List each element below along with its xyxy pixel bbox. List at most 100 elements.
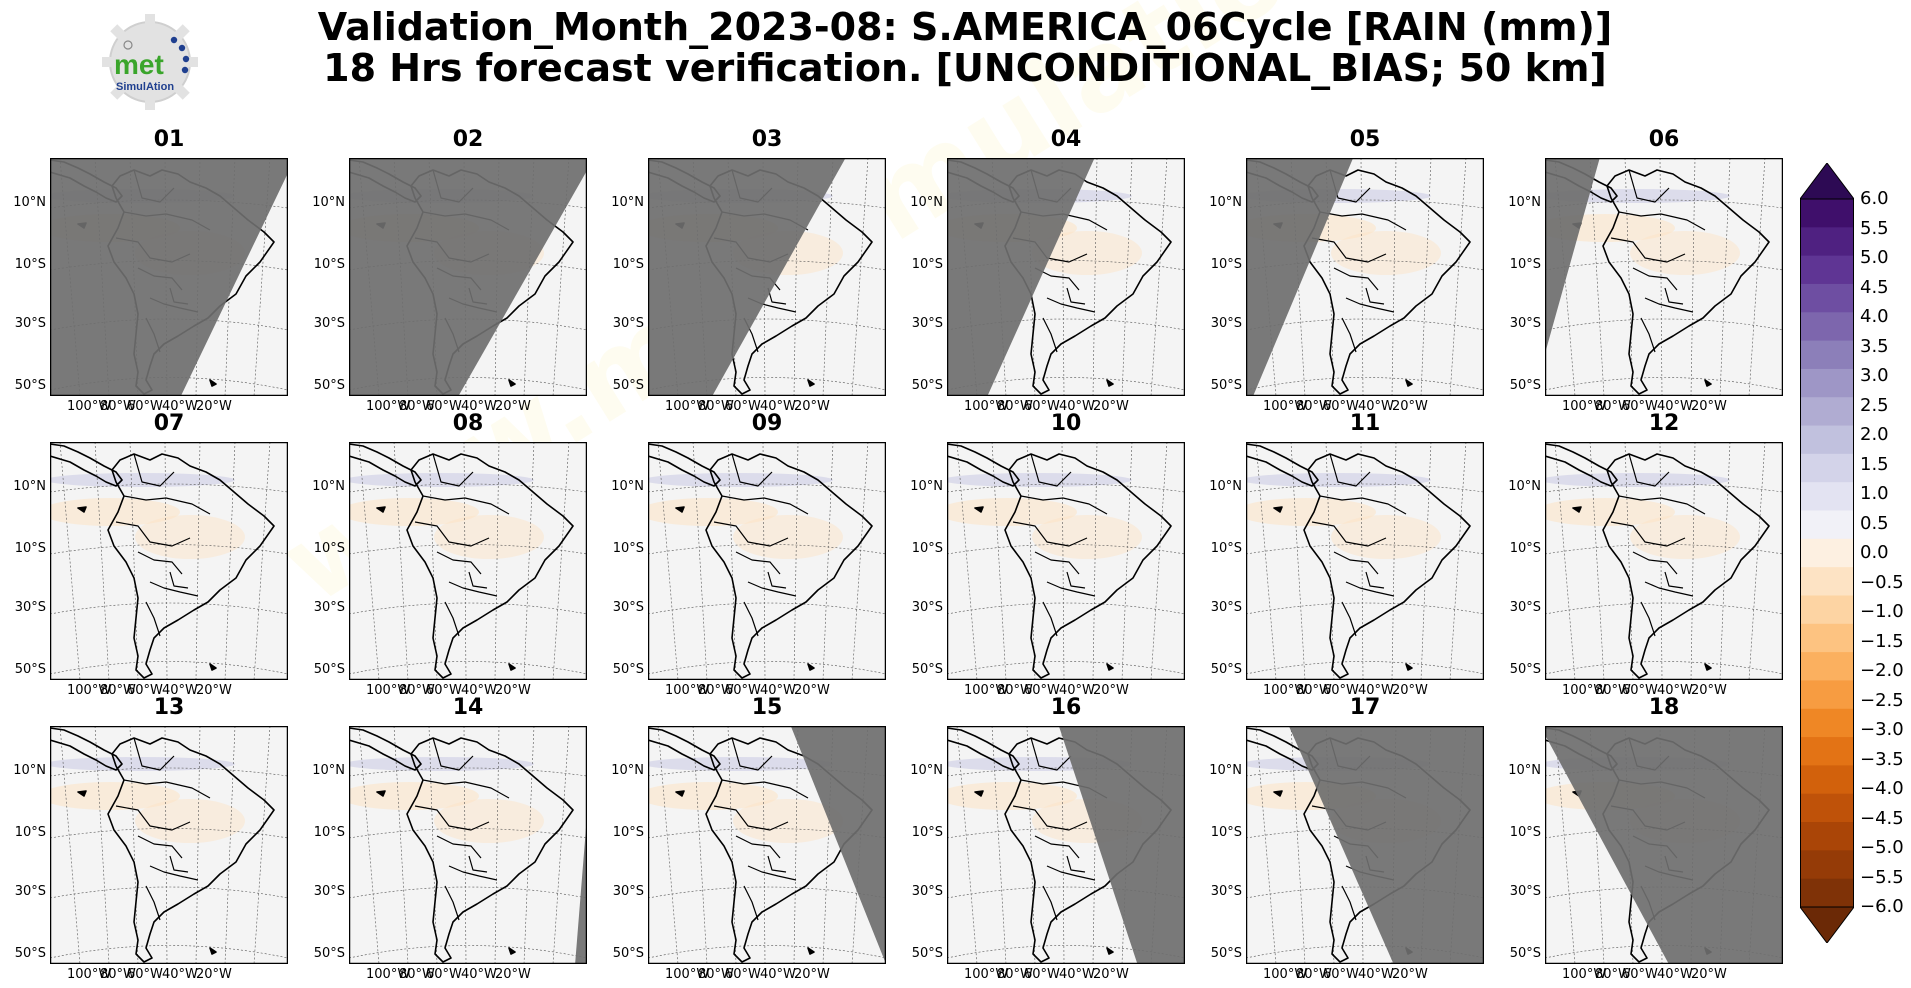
panel-title: 11 — [1349, 411, 1381, 436]
lon-label: 60°W — [127, 399, 163, 414]
map-image — [50, 726, 288, 964]
panel-title: 03 — [751, 127, 783, 152]
lat-label: 10°S — [1210, 825, 1242, 840]
colorbar-swatch — [1800, 227, 1854, 257]
lon-label: 40°W — [1657, 683, 1693, 698]
lon-label: 60°W — [1024, 967, 1060, 982]
lon-label: 80°W — [997, 967, 1033, 982]
lat-label: 10°N — [312, 479, 345, 494]
map-image — [50, 158, 288, 396]
lon-label: 100°W — [964, 683, 1009, 698]
map-panel-09: 09 10°N 10°S 30°S 50°S 100°W 80°W 60°W 40°W 20°W — [611, 411, 886, 698]
colorbar-swatch — [1800, 878, 1854, 908]
lon-label: 100°W — [964, 399, 1009, 414]
lon-label: 40°W — [1657, 399, 1693, 414]
lon-label: 80°W — [100, 683, 136, 698]
lat-label: 50°S — [1509, 946, 1541, 961]
lon-label: 40°W — [1059, 683, 1095, 698]
map-panel-16: 16 10°N 10°S 30°S 50°S 100°W 80°W 60°W 40°W 20°W — [910, 695, 1185, 982]
panel-title: 16 — [1050, 695, 1082, 720]
lon-label: 20°W — [1691, 967, 1727, 982]
lon-label: 80°W — [1595, 967, 1631, 982]
lat-label: 10°S — [911, 257, 943, 272]
colorbar-swatch — [1800, 283, 1854, 313]
lat-label: 10°S — [313, 541, 345, 556]
colorbar-swatch — [1800, 510, 1854, 540]
lat-label: 50°S — [612, 378, 644, 393]
colorbar-tick-label: 0.5 — [1860, 512, 1889, 534]
colorbar-tick-label: 5.0 — [1860, 247, 1889, 268]
colorbar-tick-label: 1.5 — [1860, 453, 1889, 475]
lat-label: 50°S — [911, 946, 943, 961]
lat-label: 30°S — [313, 316, 345, 331]
lon-label: 60°W — [1024, 683, 1060, 698]
lat-label: 10°S — [313, 825, 345, 840]
map-panel-07: 07 10°N 10°S 30°S 50°S 100°W 80°W 60°W 40°W 20°W — [13, 411, 288, 698]
lat-label: 50°S — [313, 946, 345, 961]
lon-label: 20°W — [794, 683, 830, 698]
map-image — [1545, 158, 1783, 396]
map-panel-08: 08 10°N 10°S 30°S 50°S 100°W 80°W 60°W 40°W 20°W — [312, 411, 587, 698]
lat-label: 10°S — [1509, 257, 1541, 272]
lat-label: 10°S — [1509, 825, 1541, 840]
map-panel-18: 18 10°N 10°S 30°S 50°S 100°W 80°W 60°W 40°W 20°W — [1508, 695, 1783, 982]
colorbar-swatch — [1800, 567, 1854, 597]
lat-label: 10°S — [612, 541, 644, 556]
lon-label: 20°W — [1691, 683, 1727, 698]
lon-label: 80°W — [100, 967, 136, 982]
lat-label: 30°S — [313, 600, 345, 615]
lat-label: 10°N — [13, 763, 46, 778]
colorbar-tick-label: 6.0 — [1860, 188, 1889, 209]
panel-title: 07 — [153, 411, 185, 436]
panel-title: 05 — [1349, 127, 1381, 152]
lat-label: 10°N — [1508, 195, 1541, 210]
lon-label: 60°W — [725, 683, 761, 698]
lat-label: 50°S — [313, 378, 345, 393]
lon-label: 60°W — [127, 967, 163, 982]
colorbar-swatch — [1800, 850, 1854, 880]
chart-title-line-1: Validation_Month_2023-08: S.AMERICA_06Cy… — [317, 5, 1613, 49]
colorbar-tick-label: 5.5 — [1860, 217, 1889, 239]
lat-label: 30°S — [14, 884, 46, 899]
colorbar-swatch — [1800, 199, 1854, 228]
map-image — [1246, 158, 1484, 396]
lon-label: 60°W — [127, 683, 163, 698]
lat-label: 30°S — [1210, 600, 1242, 615]
lon-label: 80°W — [1296, 967, 1332, 982]
map-image — [1545, 442, 1783, 680]
lat-label: 50°S — [1509, 378, 1541, 393]
colorbar-swatch — [1800, 623, 1854, 653]
lon-label: 60°W — [725, 399, 761, 414]
lon-label: 80°W — [698, 683, 734, 698]
lat-label: 10°N — [1209, 479, 1242, 494]
lat-label: 10°N — [910, 763, 943, 778]
lon-label: 60°W — [1622, 683, 1658, 698]
met-simulation-logo: met SimulAtion — [102, 14, 198, 110]
colorbar-tick-label: −6.0 — [1860, 896, 1904, 917]
lon-label: 20°W — [1093, 399, 1129, 414]
panel-title: 12 — [1648, 411, 1680, 436]
map-image — [648, 726, 886, 964]
lat-label: 30°S — [14, 600, 46, 615]
colorbar-swatch — [1800, 453, 1854, 483]
lon-label: 60°W — [426, 399, 462, 414]
lon-label: 20°W — [1093, 967, 1129, 982]
lat-label: 50°S — [1210, 662, 1242, 677]
lon-label: 80°W — [399, 399, 435, 414]
colorbar-tick-label: 2.0 — [1860, 424, 1889, 445]
lat-label: 50°S — [313, 662, 345, 677]
map-image — [648, 158, 886, 396]
lat-label: 10°S — [14, 257, 46, 272]
map-panel-17: 17 10°N 10°S 30°S 50°S 100°W 80°W 60°W 40°W 20°W — [1209, 695, 1484, 982]
colorbar-swatch — [1800, 255, 1854, 285]
lon-label: 100°W — [366, 399, 411, 414]
colorbar-tick-label: 4.5 — [1860, 276, 1889, 298]
lon-label: 60°W — [1622, 967, 1658, 982]
lon-label: 20°W — [495, 967, 531, 982]
lon-label: 60°W — [1323, 399, 1359, 414]
colorbar-tick-label: −5.5 — [1860, 866, 1904, 888]
lon-label: 60°W — [1323, 683, 1359, 698]
panel-title: 13 — [153, 695, 185, 720]
lon-label: 60°W — [1024, 399, 1060, 414]
